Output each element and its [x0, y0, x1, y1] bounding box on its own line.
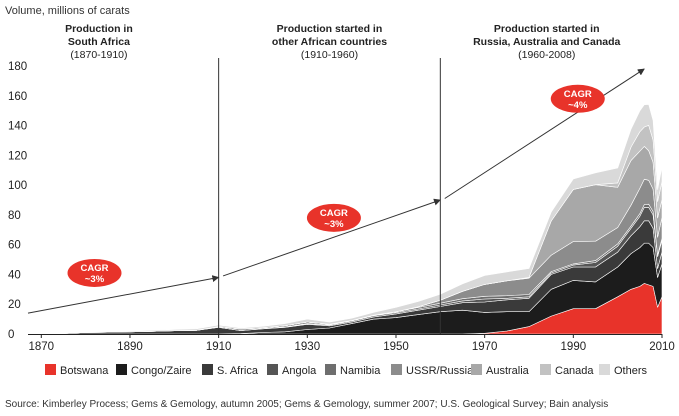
y-tick-label-20: 20 — [8, 299, 21, 311]
x-tick-label-1910: 1910 — [206, 341, 232, 353]
legend-swatch-botswana — [45, 364, 56, 375]
legend-label-congo-zaire: Congo/Zaire — [131, 365, 192, 377]
cagr-value-1: ~3% — [85, 274, 105, 285]
x-tick-label-1970: 1970 — [472, 341, 498, 353]
legend-label-angola: Angola — [282, 365, 317, 377]
legend-label-ussr-russia: USSR/Russia — [406, 365, 474, 377]
legend-label-s-africa: S. Africa — [217, 365, 259, 377]
legend-swatch-others — [599, 364, 610, 375]
cagr-badge-3 — [550, 84, 605, 113]
growth-arrows: CAGR~3%CAGR~3%CAGR~4% — [27, 68, 645, 314]
stacked-areas — [41, 104, 663, 335]
era-range-2: (1910-1960) — [301, 49, 358, 61]
era-title-3: Production started in — [494, 23, 600, 35]
y-tick-label-160: 160 — [8, 91, 27, 103]
x-tick-label-1890: 1890 — [117, 341, 143, 353]
legend-swatch-congo-zaire — [116, 364, 127, 375]
y-axis-label: Volume, millions of carats — [5, 5, 130, 17]
y-tick-label-40: 40 — [8, 269, 21, 281]
area-others — [41, 104, 663, 334]
legend: Botswana Congo/Zaire S. Africa Angola Namibi… — [45, 364, 648, 377]
y-tick-label-120: 120 — [8, 150, 27, 162]
cagr-label-2: CAGR — [320, 208, 348, 219]
legend-label-australia: Australia — [486, 365, 530, 377]
era-subtitle-3: Russia, Australia and Canada — [473, 36, 620, 48]
cagr-badge-2 — [306, 203, 361, 232]
era-range-1: (1870-1910) — [70, 49, 127, 61]
x-tick-label-2010: 2010 — [649, 341, 675, 353]
y-tick-label-80: 80 — [8, 210, 21, 222]
era-title-2: Production started in — [277, 23, 383, 35]
legend-swatch-s-africa — [202, 364, 213, 375]
cagr-label-1: CAGR — [81, 263, 109, 274]
legend-label-others: Others — [614, 365, 648, 377]
y-axis-ticks: 0 20 40 60 80 100 120 140 160 180 — [8, 61, 27, 341]
y-tick-label-180: 180 — [8, 61, 27, 73]
y-tick-label-140: 140 — [8, 121, 27, 133]
growth-arrow-3 — [444, 68, 645, 199]
cagr-value-2: ~3% — [324, 219, 344, 230]
x-tick-label-1930: 1930 — [295, 341, 321, 353]
legend-label-canada: Canada — [555, 365, 594, 377]
legend-label-botswana: Botswana — [60, 365, 109, 377]
legend-label-namibia: Namibia — [340, 365, 381, 377]
cagr-label-3: CAGR — [564, 89, 592, 100]
cagr-value-3: ~4% — [568, 100, 588, 111]
legend-swatch-canada — [540, 364, 551, 375]
era-dividers — [218, 58, 441, 334]
era-subtitle-2: other African countries — [272, 36, 387, 48]
growth-arrow-1 — [27, 275, 220, 314]
y-tick-label-100: 100 — [8, 180, 27, 192]
era-subtitle-1: South Africa — [68, 36, 130, 48]
y-tick-label-0: 0 — [8, 329, 14, 341]
era-range-3: (1960-2008) — [518, 49, 575, 61]
era-title-1: Production in — [65, 23, 133, 35]
legend-swatch-angola — [267, 364, 278, 375]
legend-swatch-australia — [471, 364, 482, 375]
legend-swatch-namibia — [325, 364, 336, 375]
y-tick-label-60: 60 — [8, 240, 21, 252]
x-tick-label-1950: 1950 — [383, 341, 409, 353]
source-note: Source: Kimberley Process; Gems & Gemolo… — [5, 399, 608, 410]
cagr-badge-1 — [67, 258, 122, 287]
x-tick-label-1990: 1990 — [561, 341, 587, 353]
growth-arrow-2 — [222, 198, 441, 277]
x-tick-label-1870: 1870 — [29, 341, 55, 353]
x-axis-ticks: 1870 1890 1910 1930 1950 1970 1990 2010 — [29, 334, 675, 353]
legend-swatch-ussr-russia — [391, 364, 402, 375]
